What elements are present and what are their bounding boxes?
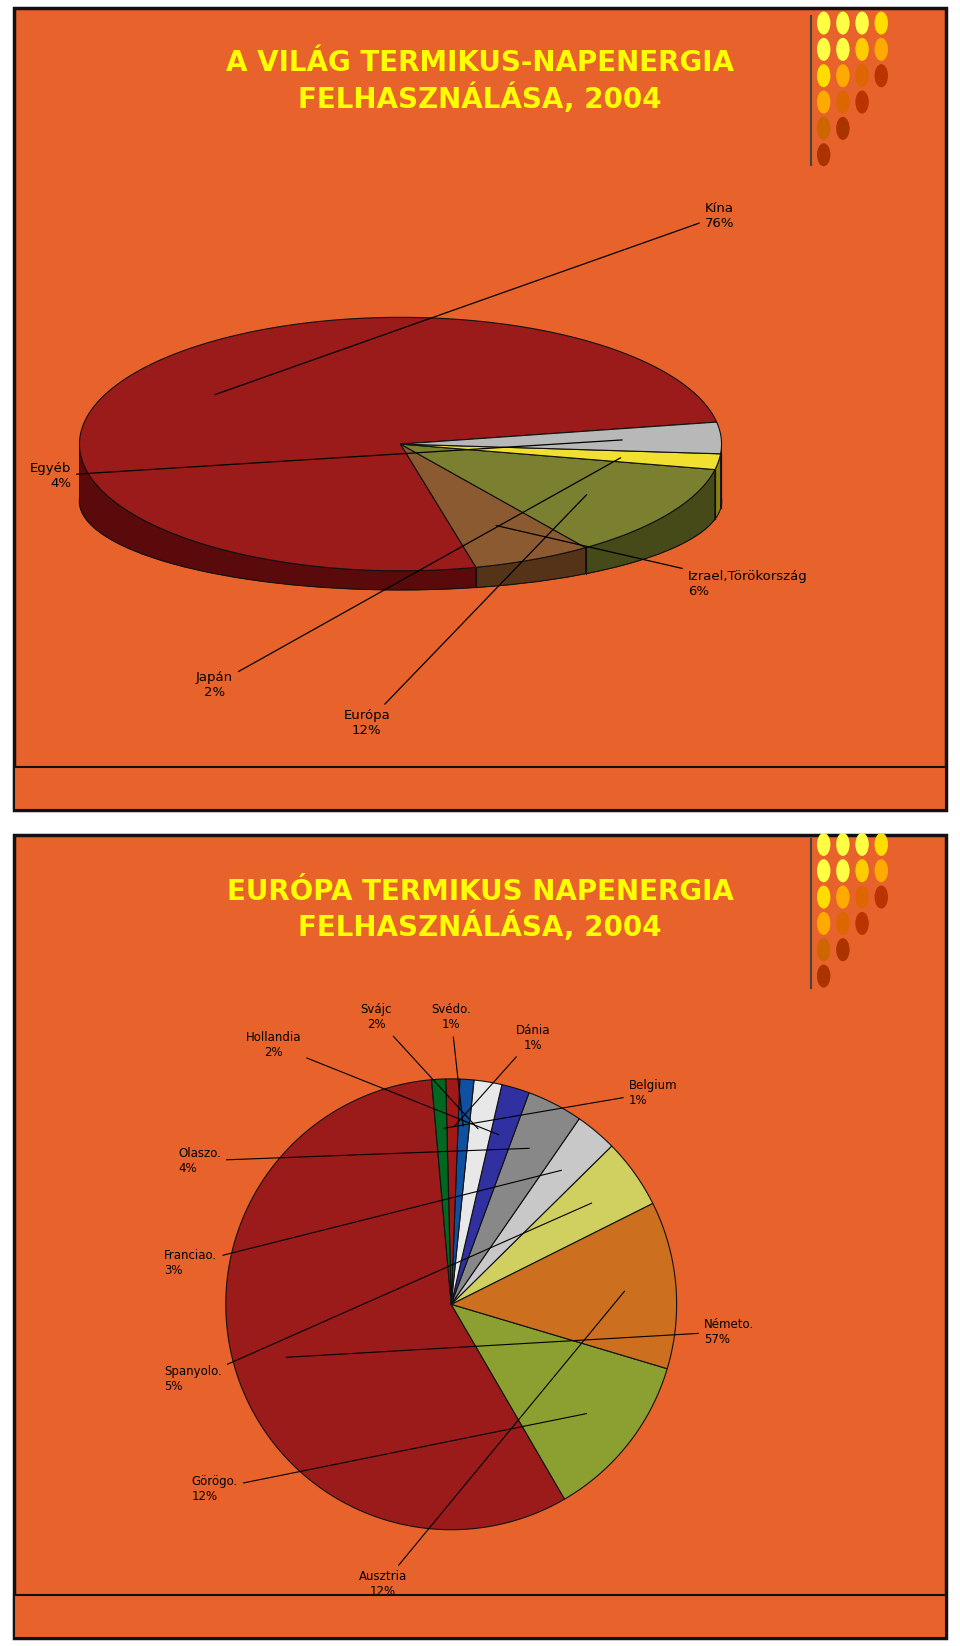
Polygon shape [451, 1203, 677, 1369]
Text: Olaszo.
4%: Olaszo. 4% [178, 1147, 529, 1175]
Polygon shape [476, 548, 586, 588]
Polygon shape [451, 1093, 579, 1304]
Text: Forrás: ESTIF: Forrás: ESTIF [38, 780, 153, 797]
Text: A VILÁG TERMIKUS-NAPENERGIA: A VILÁG TERMIKUS-NAPENERGIA [226, 48, 734, 77]
Text: Európa
12%: Európa 12% [344, 495, 587, 737]
Text: Izrael,Törökország
6%: Izrael,Törökország 6% [496, 525, 807, 597]
Polygon shape [400, 444, 586, 568]
Polygon shape [451, 1080, 502, 1304]
Text: FELHASZNÁLÁSA, 2004: FELHASZNÁLÁSA, 2004 [299, 84, 661, 114]
Text: 7: 7 [914, 782, 922, 795]
Text: EURÓPA TERMIKUS NAPENERGIA: EURÓPA TERMIKUS NAPENERGIA [227, 877, 733, 907]
Text: FELHASZNÁLÁSA, 2004: FELHASZNÁLÁSA, 2004 [299, 912, 661, 942]
Text: Spanyolo.
5%: Spanyolo. 5% [164, 1203, 591, 1394]
Polygon shape [715, 454, 721, 518]
Polygon shape [445, 1078, 460, 1304]
Text: 2007.02.26.: 2007.02.26. [38, 782, 109, 795]
Text: 2007.02.26.: 2007.02.26. [38, 1610, 109, 1623]
Polygon shape [226, 1080, 564, 1529]
Polygon shape [451, 1304, 667, 1500]
Text: Görögo.
12%: Görögo. 12% [192, 1414, 587, 1503]
Polygon shape [451, 1119, 612, 1304]
Text: Japán
2%: Japán 2% [196, 458, 620, 700]
Polygon shape [400, 444, 715, 548]
Ellipse shape [80, 413, 722, 589]
Polygon shape [80, 444, 476, 589]
Text: Dánia
1%: Dánia 1% [454, 1024, 550, 1126]
Text: 8: 8 [914, 1610, 922, 1623]
Text: Svédo.
1%: Svédo. 1% [431, 1004, 471, 1126]
Text: Belgium
1%: Belgium 1% [444, 1078, 678, 1128]
Text: Forrás: ESTIF: Forrás: ESTIF [38, 1608, 153, 1625]
Text: Kína
76%: Kína 76% [215, 202, 734, 395]
Polygon shape [586, 469, 715, 573]
Polygon shape [451, 1080, 474, 1304]
Text: Svájc
2%: Svájc 2% [360, 1004, 478, 1129]
Polygon shape [451, 1085, 529, 1304]
Polygon shape [432, 1078, 451, 1304]
Text: Ausztria
12%: Ausztria 12% [359, 1290, 625, 1598]
Text: Egyéb
4%: Egyéb 4% [30, 439, 622, 491]
Text: Hollandia
2%: Hollandia 2% [246, 1030, 499, 1134]
Text: Németo.
57%: Németo. 57% [286, 1317, 754, 1358]
Polygon shape [400, 421, 722, 454]
Polygon shape [80, 318, 717, 571]
Polygon shape [400, 444, 721, 469]
Text: Franciao.
3%: Franciao. 3% [164, 1170, 562, 1277]
Polygon shape [451, 1146, 653, 1304]
